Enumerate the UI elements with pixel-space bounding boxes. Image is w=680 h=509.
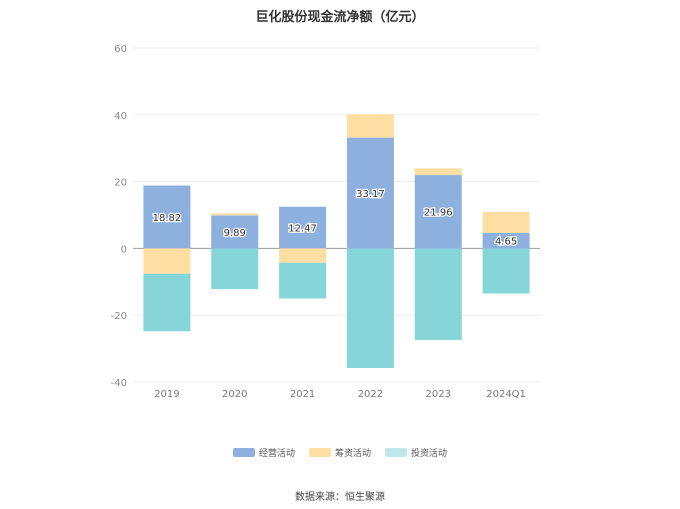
bar-investing-2020[interactable] bbox=[211, 248, 259, 290]
cash-flow-chart: 60 40 20 0 -20 -40 18.82 9.89 12.47 33.17 21.96 4.… bbox=[111, 44, 540, 400]
y-tick-label: 40 bbox=[114, 111, 127, 122]
data-label-2021: 12.47 bbox=[288, 224, 317, 235]
legend-swatch-financing bbox=[308, 448, 331, 457]
bar-investing-2021[interactable] bbox=[279, 262, 327, 299]
bar-investing-2023[interactable] bbox=[414, 248, 462, 340]
legend-item-investing[interactable]: 投资活动 bbox=[385, 446, 447, 459]
data-label-2023: 21.96 bbox=[424, 208, 453, 219]
x-tick-label: 2022 bbox=[358, 389, 383, 400]
bar-financing-2020[interactable] bbox=[211, 213, 259, 216]
bar-financing-2023[interactable] bbox=[414, 168, 462, 176]
data-label-2024Q1: 4.65 bbox=[495, 237, 517, 248]
chart-title: 巨化股份现金流净额（亿元） bbox=[255, 10, 425, 25]
legend-label-financing: 筹资活动 bbox=[334, 449, 371, 459]
x-tick-label: 2024Q1 bbox=[486, 389, 526, 400]
legend-swatch-operating bbox=[232, 448, 255, 457]
data-label-2020: 9.89 bbox=[224, 228, 246, 239]
legend-swatch-investing bbox=[385, 448, 407, 457]
bar-operating-2022[interactable] bbox=[346, 137, 394, 249]
legend-label-operating: 经营活动 bbox=[258, 449, 295, 459]
bar-operating-2019[interactable] bbox=[143, 185, 191, 249]
bar-operating-2021[interactable] bbox=[279, 206, 327, 249]
legend-item-operating[interactable]: 经营活动 bbox=[232, 446, 295, 459]
legend-label-investing: 投资活动 bbox=[411, 449, 448, 459]
bar-operating-2023[interactable] bbox=[414, 175, 462, 249]
bar-investing-2022[interactable] bbox=[346, 248, 394, 368]
bar-financing-2019[interactable] bbox=[143, 248, 191, 274]
y-tick-label: 60 bbox=[114, 44, 127, 55]
bar-investing-2024Q1[interactable] bbox=[482, 248, 530, 294]
bar-operating-2024Q1[interactable] bbox=[482, 232, 530, 249]
y-tick-label: -40 bbox=[111, 378, 127, 389]
legend: 经营活动 筹资活动 投资活动 bbox=[0, 446, 680, 459]
x-tick-label: 2020 bbox=[222, 389, 247, 400]
bar-financing-2024Q1[interactable] bbox=[482, 211, 530, 233]
x-tick-label: 2019 bbox=[154, 389, 179, 400]
data-label-2022: 33.17 bbox=[356, 189, 385, 200]
x-tick-label: 2021 bbox=[290, 389, 315, 400]
y-tick-label: 20 bbox=[114, 178, 127, 189]
bars bbox=[143, 114, 530, 368]
data-label-2019: 18.82 bbox=[153, 213, 182, 224]
bar-financing-2022[interactable] bbox=[346, 114, 394, 138]
data-labels: 18.82 9.89 12.47 33.17 21.96 4.65 bbox=[151, 188, 518, 249]
legend-item-financing[interactable]: 筹资活动 bbox=[308, 446, 371, 459]
y-tick-label: -20 bbox=[111, 311, 127, 322]
y-tick-label: 0 bbox=[121, 244, 127, 255]
bar-financing-2021[interactable] bbox=[279, 248, 327, 263]
x-axis-labels: 2019 2020 2021 2022 2023 2024Q1 bbox=[154, 389, 526, 400]
bar-investing-2019[interactable] bbox=[143, 273, 191, 332]
x-tick-label: 2023 bbox=[426, 389, 451, 400]
grid-lines bbox=[133, 47, 540, 383]
bar-operating-2020[interactable] bbox=[211, 215, 259, 249]
source-note: 数据来源：恒生聚源 bbox=[295, 492, 385, 503]
y-axis-labels: 60 40 20 0 -20 -40 bbox=[111, 44, 127, 389]
